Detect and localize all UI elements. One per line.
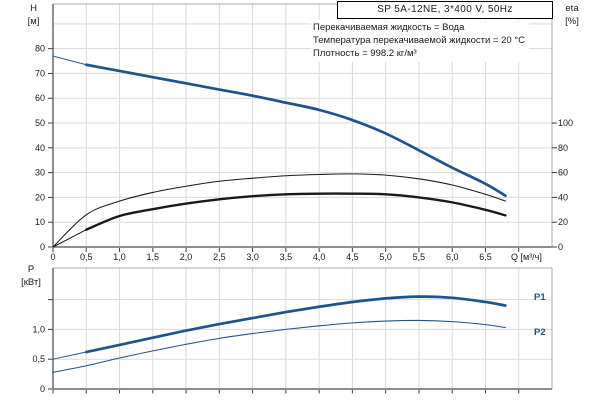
h-tick-label: 30: [35, 168, 45, 178]
eta-axis-unit: [%]: [565, 16, 579, 27]
p-tick-label: 0,5: [32, 354, 45, 364]
x-tick-label: 1,5: [147, 252, 160, 262]
annotation-liquid: Перекачиваемая жидкость = Вода: [313, 22, 465, 33]
h-tick-label: 0: [40, 242, 45, 252]
eta-tick-label: 40: [558, 192, 568, 202]
curve-H: [84, 63, 507, 198]
x-tick-label: 3,5: [280, 252, 293, 262]
eta-axis-symbol: eta: [565, 3, 579, 14]
curve-eta-pump-motor-lead: [52, 229, 87, 248]
curve-H-lead: [52, 55, 87, 66]
pump-title-box: SP 5A-12NE, 3*400 V, 50Hz: [337, 1, 553, 19]
eta-tick-label: 80: [558, 143, 568, 153]
h-tick-label: 20: [35, 192, 45, 202]
curve-eta-pump: [52, 173, 506, 248]
h-axis-symbol: H: [30, 3, 37, 14]
h-tick-label: 50: [35, 118, 45, 128]
condition-annotations: Перекачиваемая жидкость = Вода Температу…: [311, 20, 529, 62]
p-tick-label: 1,0: [32, 324, 45, 334]
p-axis-unit: [кВт]: [21, 277, 41, 288]
h-axis-unit-label: H [м]: [20, 2, 47, 28]
x-tick-label: 2,0: [180, 252, 193, 262]
curve-P2: [52, 319, 506, 373]
h-tick-label: 60: [35, 93, 45, 103]
h-tick-label: 10: [35, 217, 45, 227]
x-tick-label: 0: [50, 252, 55, 262]
curve-P1-lead: [52, 351, 87, 360]
x-tick-label: 6,0: [446, 252, 459, 262]
x-tick-label: 3,0: [246, 252, 259, 262]
eta-tick-label: 60: [558, 168, 568, 178]
x-tick-label: 4,0: [313, 252, 326, 262]
eta-tick-label: 100: [558, 118, 573, 128]
x-tick-label: 0,5: [80, 252, 93, 262]
annotation-density: Плотность = 998.2 кг/м³: [313, 48, 417, 59]
eta-axis-unit-label: eta [%]: [556, 2, 588, 28]
p-axis-unit-label: P [кВт]: [14, 263, 48, 289]
pump-title: SP 5A-12NE, 3*400 V, 50Hz: [377, 4, 513, 15]
annotation-temperature: Температура перекачиваемой жидкости = 20…: [313, 35, 525, 46]
x-tick-label: 2,5: [213, 252, 226, 262]
h-tick-label: 40: [35, 143, 45, 153]
x-tick-label: 1,0: [113, 252, 126, 262]
x-tick-label: 5,0: [379, 252, 392, 262]
p2-series-label: P2: [534, 327, 546, 338]
h-tick-label: 70: [35, 68, 45, 78]
curve-P1: [84, 295, 507, 354]
eta-tick-label: 0: [558, 242, 563, 252]
x-tick-label: 4,5: [346, 252, 359, 262]
x-tick-label: 5,5: [413, 252, 426, 262]
p-axis-symbol: P: [27, 264, 35, 275]
eta-tick-label: 20: [558, 217, 568, 227]
h-tick-label: 80: [35, 44, 45, 54]
p-tick-label: 0: [40, 384, 45, 394]
p1-series-label: P1: [534, 292, 546, 303]
curve-eta-pump-motor: [85, 192, 507, 231]
h-axis-unit: [м]: [27, 16, 40, 27]
q-unit-label: Q [м³/ч]: [511, 252, 542, 262]
x-tick-label: 6,5: [479, 252, 492, 262]
